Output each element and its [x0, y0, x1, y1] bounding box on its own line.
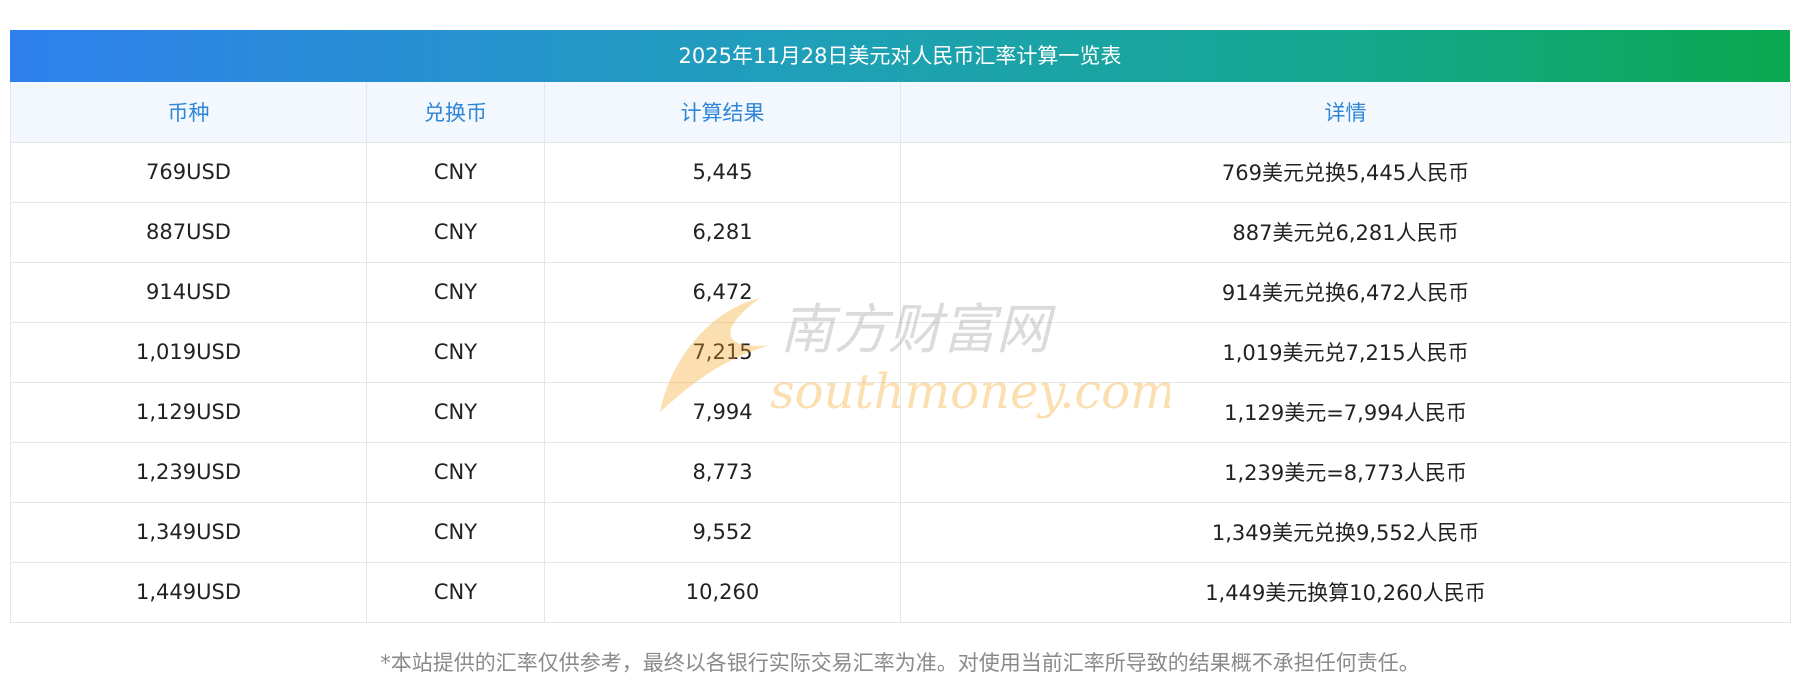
table-title: 2025年11月28日美元对人民币汇率计算一览表 [10, 30, 1790, 82]
cell-target: CNY [366, 382, 545, 443]
cell-target: CNY [366, 142, 545, 203]
cell-details: 887美元兑6,281人民币 [900, 202, 1791, 263]
header-result: 计算结果 [544, 82, 901, 143]
cell-currency: 887USD [10, 202, 367, 263]
cell-details: 1,449美元换算10,260人民币 [900, 562, 1791, 623]
cell-target: CNY [366, 322, 545, 383]
cell-result: 8,773 [544, 442, 901, 503]
table-row: 1,019USD CNY 7,215 1,019美元兑7,215人民币 [10, 322, 1791, 383]
cell-currency: 1,019USD [10, 322, 367, 383]
cell-currency: 769USD [10, 142, 367, 203]
header-details: 详情 [900, 82, 1791, 143]
header-target-currency: 兑换币 [366, 82, 545, 143]
cell-currency: 914USD [10, 262, 367, 323]
cell-result: 6,281 [544, 202, 901, 263]
footnote: *本站提供的汇率仅供参考，最终以各银行实际交易汇率为准。对使用当前汇率所导致的结… [380, 651, 1420, 675]
table-row: 769USD CNY 5,445 769美元兑换5,445人民币 [10, 142, 1791, 203]
header-currency: 币种 [10, 82, 367, 143]
cell-target: CNY [366, 442, 545, 503]
table-row: 1,449USD CNY 10,260 1,449美元换算10,260人民币 [10, 562, 1791, 623]
table-header-row: 币种 兑换币 计算结果 详情 [10, 82, 1791, 143]
cell-details: 914美元兑换6,472人民币 [900, 262, 1791, 323]
exchange-table-container: 2025年11月28日美元对人民币汇率计算一览表 币种 兑换币 计算结果 详情 … [10, 30, 1791, 623]
table-row: 887USD CNY 6,281 887美元兑6,281人民币 [10, 202, 1791, 263]
cell-result: 10,260 [544, 562, 901, 623]
cell-target: CNY [366, 262, 545, 323]
cell-target: CNY [366, 502, 545, 563]
cell-target: CNY [366, 202, 545, 263]
cell-currency: 1,449USD [10, 562, 367, 623]
exchange-table: 币种 兑换币 计算结果 详情 769USD CNY 5,445 769美元兑换5… [10, 82, 1791, 623]
cell-target: CNY [366, 562, 545, 623]
cell-result: 5,445 [544, 142, 901, 203]
cell-currency: 1,239USD [10, 442, 367, 503]
cell-result: 9,552 [544, 502, 901, 563]
cell-details: 1,239美元=8,773人民币 [900, 442, 1791, 503]
table-row: 914USD CNY 6,472 914美元兑换6,472人民币 [10, 262, 1791, 323]
table-row: 1,239USD CNY 8,773 1,239美元=8,773人民币 [10, 442, 1791, 503]
cell-details: 1,349美元兑换9,552人民币 [900, 502, 1791, 563]
cell-details: 1,019美元兑7,215人民币 [900, 322, 1791, 383]
cell-result: 7,215 [544, 322, 901, 383]
table-row: 1,349USD CNY 9,552 1,349美元兑换9,552人民币 [10, 502, 1791, 563]
cell-currency: 1,349USD [10, 502, 367, 563]
cell-result: 6,472 [544, 262, 901, 323]
cell-currency: 1,129USD [10, 382, 367, 443]
cell-details: 1,129美元=7,994人民币 [900, 382, 1791, 443]
cell-result: 7,994 [544, 382, 901, 443]
table-row: 1,129USD CNY 7,994 1,129美元=7,994人民币 [10, 382, 1791, 443]
cell-details: 769美元兑换5,445人民币 [900, 142, 1791, 203]
